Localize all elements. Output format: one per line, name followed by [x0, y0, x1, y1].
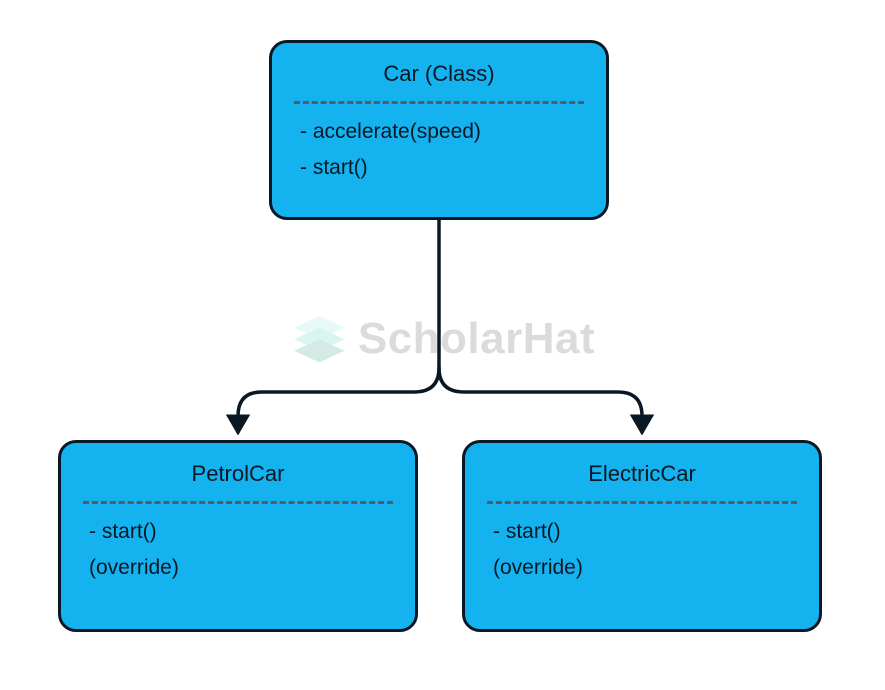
class-title: ElectricCar: [487, 461, 797, 487]
class-divider: [487, 501, 797, 504]
class-title: PetrolCar: [83, 461, 393, 487]
watermark: ScholarHat: [290, 310, 595, 368]
class-divider: [83, 501, 393, 504]
scholarhat-logo-icon: [290, 310, 348, 368]
class-divider: [294, 101, 584, 104]
class-method: - start(): [493, 520, 797, 544]
class-note: (override): [89, 556, 393, 580]
class-box-petrolcar: PetrolCar - start() (override): [58, 440, 418, 632]
class-box-electriccar: ElectricCar - start() (override): [462, 440, 822, 632]
class-method: - start(): [89, 520, 393, 544]
class-method: - accelerate(speed): [300, 120, 584, 144]
class-title: Car (Class): [294, 61, 584, 87]
class-inheritance-diagram: ScholarHat Car (Class) - accelerate(spee…: [0, 0, 885, 690]
class-method: - start(): [300, 156, 584, 180]
class-note: (override): [493, 556, 797, 580]
watermark-text: ScholarHat: [358, 314, 595, 364]
class-box-car: Car (Class) - accelerate(speed) - start(…: [269, 40, 609, 220]
